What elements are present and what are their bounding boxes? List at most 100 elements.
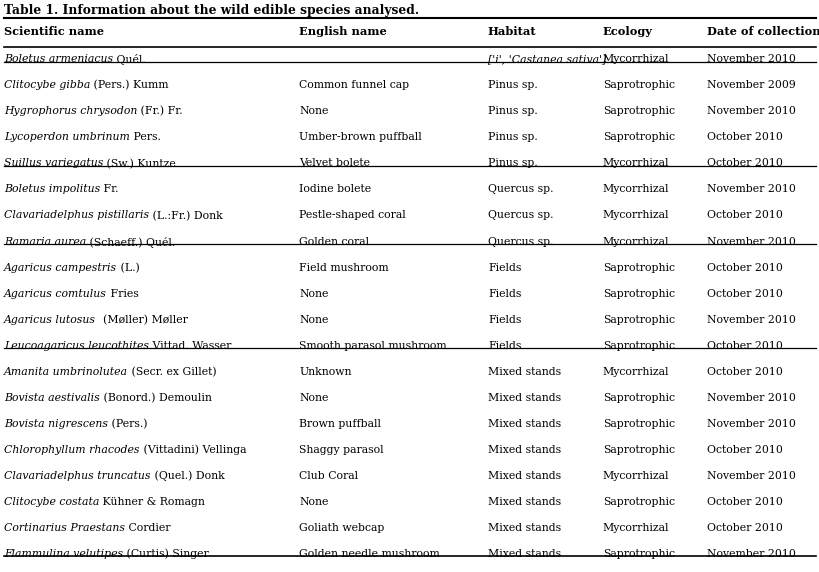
Text: Suillus variegatus: Suillus variegatus [4,158,103,168]
Text: Cordier: Cordier [125,523,170,533]
Text: Boletus impolitus: Boletus impolitus [4,184,100,194]
Text: Bovista aestivalis: Bovista aestivalis [4,392,100,403]
Text: Mycorrhizal: Mycorrhizal [602,54,668,64]
Text: Agaricus campestris: Agaricus campestris [4,263,117,272]
Text: Smooth parasol mushroom: Smooth parasol mushroom [299,340,446,351]
Text: Fields: Fields [487,288,521,299]
Text: Ecology: Ecology [602,26,652,37]
Text: Golden needle mushroom: Golden needle mushroom [299,549,440,559]
Text: English name: English name [299,26,387,37]
Text: Agaricus lutosus: Agaricus lutosus [4,315,96,324]
Text: Golden coral: Golden coral [299,237,369,247]
Text: November 2010: November 2010 [706,471,794,480]
Text: Velvet bolete: Velvet bolete [299,158,370,168]
Text: October 2010: October 2010 [706,523,782,533]
Text: Chlorophyllum rhacodes: Chlorophyllum rhacodes [4,445,139,455]
Text: Mixed stands: Mixed stands [487,392,560,403]
Text: October 2010: October 2010 [706,340,782,351]
Text: Mixed stands: Mixed stands [487,419,560,428]
Text: Saprotrophic: Saprotrophic [602,496,674,507]
Text: Mycorrhizal: Mycorrhizal [602,523,668,533]
Text: Table 1. Information about the wild edible species analysed.: Table 1. Information about the wild edib… [4,4,419,17]
Text: (Quel.) Donk: (Quel.) Donk [151,471,224,481]
Text: Cortinarius Praestans: Cortinarius Praestans [4,523,125,533]
Text: Saprotrophic: Saprotrophic [602,288,674,299]
Text: November 2010: November 2010 [706,315,794,324]
Text: Saprotrophic: Saprotrophic [602,445,674,455]
Text: Mycorrhizal: Mycorrhizal [602,184,668,194]
Text: Amanita umbrinolutea: Amanita umbrinolutea [4,367,128,376]
Text: Quercus sp.: Quercus sp. [487,184,553,194]
Text: Kühner & Romagn: Kühner & Romagn [99,496,205,507]
Text: October 2010: October 2010 [706,158,782,168]
Text: Date of collection: Date of collection [706,26,819,37]
Text: Mixed stands: Mixed stands [487,549,560,559]
Text: Fields: Fields [487,315,521,324]
Text: (Schaeff.) Quél.: (Schaeff.) Quél. [86,237,175,248]
Text: November 2010: November 2010 [706,184,794,194]
Text: Saprotrophic: Saprotrophic [602,340,674,351]
Text: Field mushroom: Field mushroom [299,263,388,272]
Text: Clitocybe gibba: Clitocybe gibba [4,80,90,90]
Text: Fields: Fields [487,263,521,272]
Text: Fr.: Fr. [100,184,119,194]
Text: Clavariadelphus pistillaris: Clavariadelphus pistillaris [4,210,149,220]
Text: October 2010: October 2010 [706,367,782,376]
Text: Mixed stands: Mixed stands [487,445,560,455]
Text: Mycorrhizal: Mycorrhizal [602,210,668,220]
Text: Umber-brown puffball: Umber-brown puffball [299,133,422,142]
Text: (Pers.) Kumm: (Pers.) Kumm [90,80,169,91]
Text: (Secr. ex Gillet): (Secr. ex Gillet) [128,367,216,377]
Text: Mycorrhizal: Mycorrhizal [602,158,668,168]
Text: Mixed stands: Mixed stands [487,471,560,480]
Text: Lycoperdon umbrinum: Lycoperdon umbrinum [4,133,130,142]
Text: None: None [299,315,328,324]
Text: (Pers.): (Pers.) [108,419,147,429]
Text: (Vittadini) Vellinga: (Vittadini) Vellinga [139,445,246,455]
Text: (Bonord.) Demoulin: (Bonord.) Demoulin [100,392,211,403]
Text: Mixed stands: Mixed stands [487,496,560,507]
Text: October 2010: October 2010 [706,210,782,220]
Text: Hygrophorus chrysodon: Hygrophorus chrysodon [4,106,138,116]
Text: (Fr.) Fr.: (Fr.) Fr. [138,106,183,117]
Text: Club Coral: Club Coral [299,471,358,480]
Text: October 2010: October 2010 [706,288,782,299]
Text: Saprotrophic: Saprotrophic [602,549,674,559]
Text: Quél.: Quél. [113,54,146,65]
Text: Mycorrhizal: Mycorrhizal [602,471,668,480]
Text: Saprotrophic: Saprotrophic [602,392,674,403]
Text: Clitocybe costata: Clitocybe costata [4,496,99,507]
Text: (L.): (L.) [117,263,140,273]
Text: Clavariadelphus truncatus: Clavariadelphus truncatus [4,471,151,480]
Text: November 2010: November 2010 [706,237,794,247]
Text: ['i', 'Castanea sativa']: ['i', 'Castanea sativa'] [487,54,605,64]
Text: Saprotrophic: Saprotrophic [602,263,674,272]
Text: October 2010: October 2010 [706,263,782,272]
Text: Mycorrhizal: Mycorrhizal [602,367,668,376]
Text: Saprotrophic: Saprotrophic [602,133,674,142]
Text: Saprotrophic: Saprotrophic [602,80,674,90]
Text: Quercus sp.: Quercus sp. [487,237,553,247]
Text: Pestle-shaped coral: Pestle-shaped coral [299,210,405,220]
Text: November 2010: November 2010 [706,54,794,64]
Text: Pinus sp.: Pinus sp. [487,133,537,142]
Text: Mycorrhizal: Mycorrhizal [602,237,668,247]
Text: None: None [299,288,328,299]
Text: None: None [299,392,328,403]
Text: Unknown: Unknown [299,367,351,376]
Text: Mixed stands: Mixed stands [487,367,560,376]
Text: November 2010: November 2010 [706,419,794,428]
Text: Flammulina velutipes: Flammulina velutipes [4,549,123,559]
Text: Vittad. Wasser: Vittad. Wasser [149,340,231,351]
Text: Saprotrophic: Saprotrophic [602,419,674,428]
Text: Pinus sp.: Pinus sp. [487,158,537,168]
Text: Leucoagaricus leucothites: Leucoagaricus leucothites [4,340,149,351]
Text: Saprotrophic: Saprotrophic [602,106,674,116]
Text: Agaricus comtulus: Agaricus comtulus [4,288,106,299]
Text: November 2009: November 2009 [706,80,794,90]
Text: October 2010: October 2010 [706,496,782,507]
Text: (Møller) Møller: (Møller) Møller [96,315,188,325]
Text: Fries: Fries [106,288,138,299]
Text: Goliath webcap: Goliath webcap [299,523,384,533]
Text: Scientific name: Scientific name [4,26,104,37]
